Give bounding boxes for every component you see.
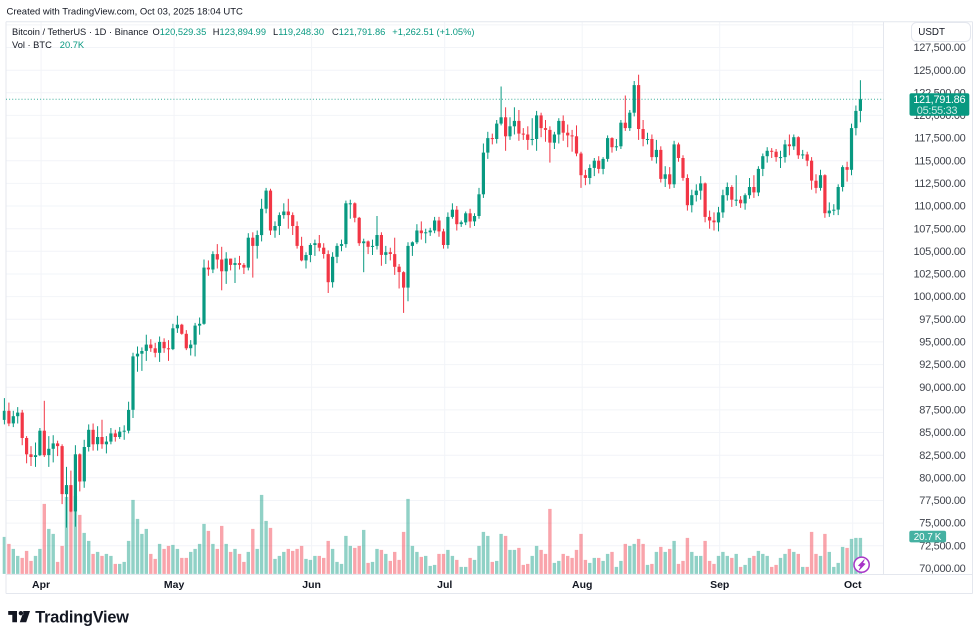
svg-text:110,000.00: 110,000.00 xyxy=(914,201,965,213)
svg-text:87,500.00: 87,500.00 xyxy=(919,405,965,417)
svg-text:82,500.00: 82,500.00 xyxy=(919,450,965,462)
svg-text:75,000.00: 75,000.00 xyxy=(919,518,965,530)
svg-text:95,000.00: 95,000.00 xyxy=(919,337,965,349)
svg-text:USDT: USDT xyxy=(918,27,945,38)
svg-text:115,000.00: 115,000.00 xyxy=(914,155,965,167)
svg-text:105,000.00: 105,000.00 xyxy=(913,246,965,258)
svg-text:72,500.00: 72,500.00 xyxy=(919,540,965,552)
svg-text:Sep: Sep xyxy=(710,579,729,591)
svg-text:97,500.00: 97,500.00 xyxy=(919,314,965,326)
svg-text:05:55:33: 05:55:33 xyxy=(917,105,958,117)
svg-text:80,000.00: 80,000.00 xyxy=(919,472,965,484)
svg-text:77,500.00: 77,500.00 xyxy=(919,495,965,507)
svg-text:70,000.00: 70,000.00 xyxy=(919,563,965,575)
svg-text:112,500.00: 112,500.00 xyxy=(914,178,965,190)
svg-text:Apr: Apr xyxy=(32,579,50,591)
svg-text:Jun: Jun xyxy=(302,579,321,591)
svg-text:Bitcoin / TetherUS · 1D · Bina: Bitcoin / TetherUS · 1D · Binance xyxy=(12,27,148,37)
svg-text:85,000.00: 85,000.00 xyxy=(919,427,965,439)
svg-text:20.7 K: 20.7 K xyxy=(914,532,942,543)
svg-text:May: May xyxy=(164,579,185,591)
svg-text:117,500.00: 117,500.00 xyxy=(914,133,965,145)
svg-text:TradingView: TradingView xyxy=(35,609,129,627)
svg-text:102,500.00: 102,500.00 xyxy=(913,269,965,281)
svg-text:100,000.00: 100,000.00 xyxy=(913,291,965,303)
svg-text:Created with TradingView.com,: Created with TradingView.com, Oct 03, 20… xyxy=(7,6,244,17)
svg-text:127,500.00: 127,500.00 xyxy=(913,42,965,54)
svg-text:125,000.00: 125,000.00 xyxy=(913,65,965,77)
svg-text:Aug: Aug xyxy=(572,579,592,591)
svg-text:121,791.86: 121,791.86 xyxy=(913,94,965,106)
svg-text:107,500.00: 107,500.00 xyxy=(913,223,965,235)
svg-text:Jul: Jul xyxy=(437,579,452,591)
svg-text:Oct: Oct xyxy=(844,579,862,591)
svg-text:90,000.00: 90,000.00 xyxy=(919,382,965,394)
svg-text:92,500.00: 92,500.00 xyxy=(919,359,965,371)
